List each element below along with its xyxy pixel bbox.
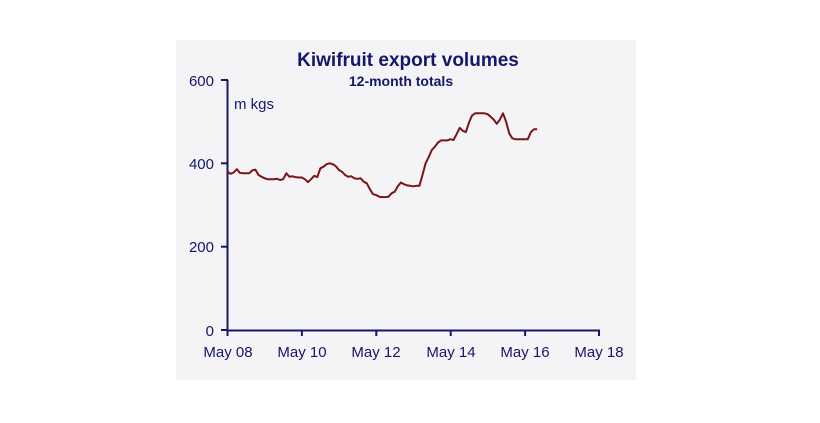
x-tick-label: May 08 xyxy=(203,344,252,361)
x-tick-label: May 12 xyxy=(351,344,400,361)
series-line xyxy=(226,112,538,199)
chart-panel xyxy=(176,40,636,380)
y-tick-label-400: 400 xyxy=(189,156,214,173)
chart-subtitle: 12-month totals xyxy=(349,73,453,89)
y-tick-label-600: 600 xyxy=(189,73,214,90)
x-tick-label: May 14 xyxy=(426,344,475,361)
x-ticks xyxy=(226,330,600,336)
y-tick-label-0: 0 xyxy=(206,323,214,340)
chart-title: Kiwifruit export volumes xyxy=(297,50,519,71)
y-tick-label-200: 200 xyxy=(189,239,214,256)
x-tick-label: May 16 xyxy=(500,344,549,361)
unit-label: m kgs xyxy=(234,96,274,113)
x-tick-label: May 10 xyxy=(277,344,326,361)
x-tick-label: May 18 xyxy=(574,344,623,361)
